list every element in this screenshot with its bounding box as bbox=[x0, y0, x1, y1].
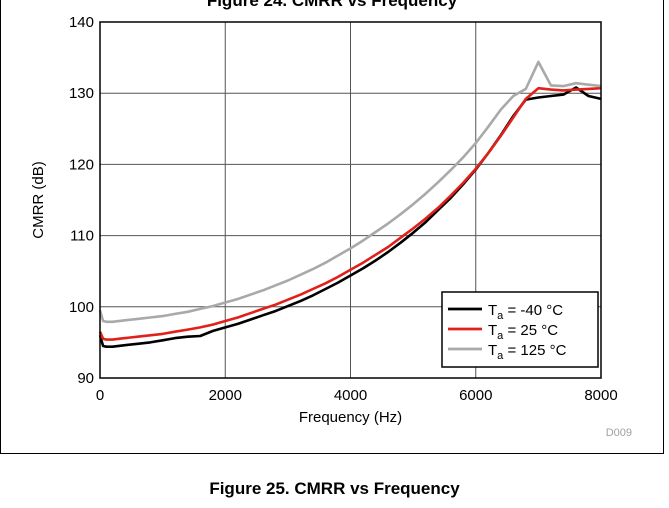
grid bbox=[100, 22, 601, 378]
series-lines bbox=[98, 60, 602, 348]
y-tick-label: 130 bbox=[69, 85, 94, 102]
chart: 0 2000 4000 6000 8000 90 100 110 120 130 140 Frequ… bbox=[30, 14, 632, 439]
figure-frame bbox=[0, 0, 664, 454]
tick-labels: 0 2000 4000 6000 8000 90 100 110 120 130 140 bbox=[69, 14, 618, 404]
x-tick-label: 2000 bbox=[209, 387, 242, 404]
y-tick-label: 100 bbox=[69, 299, 94, 316]
legend-label: Ta = -40 °C bbox=[488, 302, 563, 322]
y-tick-label: 110 bbox=[70, 228, 94, 245]
x-tick-label: 4000 bbox=[334, 387, 367, 404]
x-tick-label: 6000 bbox=[459, 387, 492, 404]
figure-header-note: Figure 24. CMRR vs Frequency bbox=[206, 0, 458, 10]
legend-label: Ta = 125 °C bbox=[488, 342, 567, 362]
legend: Ta = -40 °CTa = 25 °CTa = 125 °C bbox=[441, 291, 599, 368]
x-tick-label: 8000 bbox=[584, 387, 617, 404]
series-line-1 bbox=[98, 86, 602, 341]
figure-caption: Figure 25. CMRR vs Frequency bbox=[209, 479, 460, 498]
legend-label: Ta = 25 °C bbox=[488, 322, 558, 342]
y-tick-label: 120 bbox=[69, 156, 94, 173]
y-axis-label: CMRR (dB) bbox=[30, 161, 47, 239]
x-tick-label: 0 bbox=[96, 387, 104, 404]
y-tick-label: 90 bbox=[77, 370, 94, 387]
series-line-2 bbox=[98, 60, 602, 324]
x-axis-label: Frequency (Hz) bbox=[299, 409, 402, 426]
plot-area-border bbox=[99, 21, 602, 379]
figure-code: D009 bbox=[606, 427, 632, 439]
y-tick-label: 140 bbox=[69, 14, 94, 31]
